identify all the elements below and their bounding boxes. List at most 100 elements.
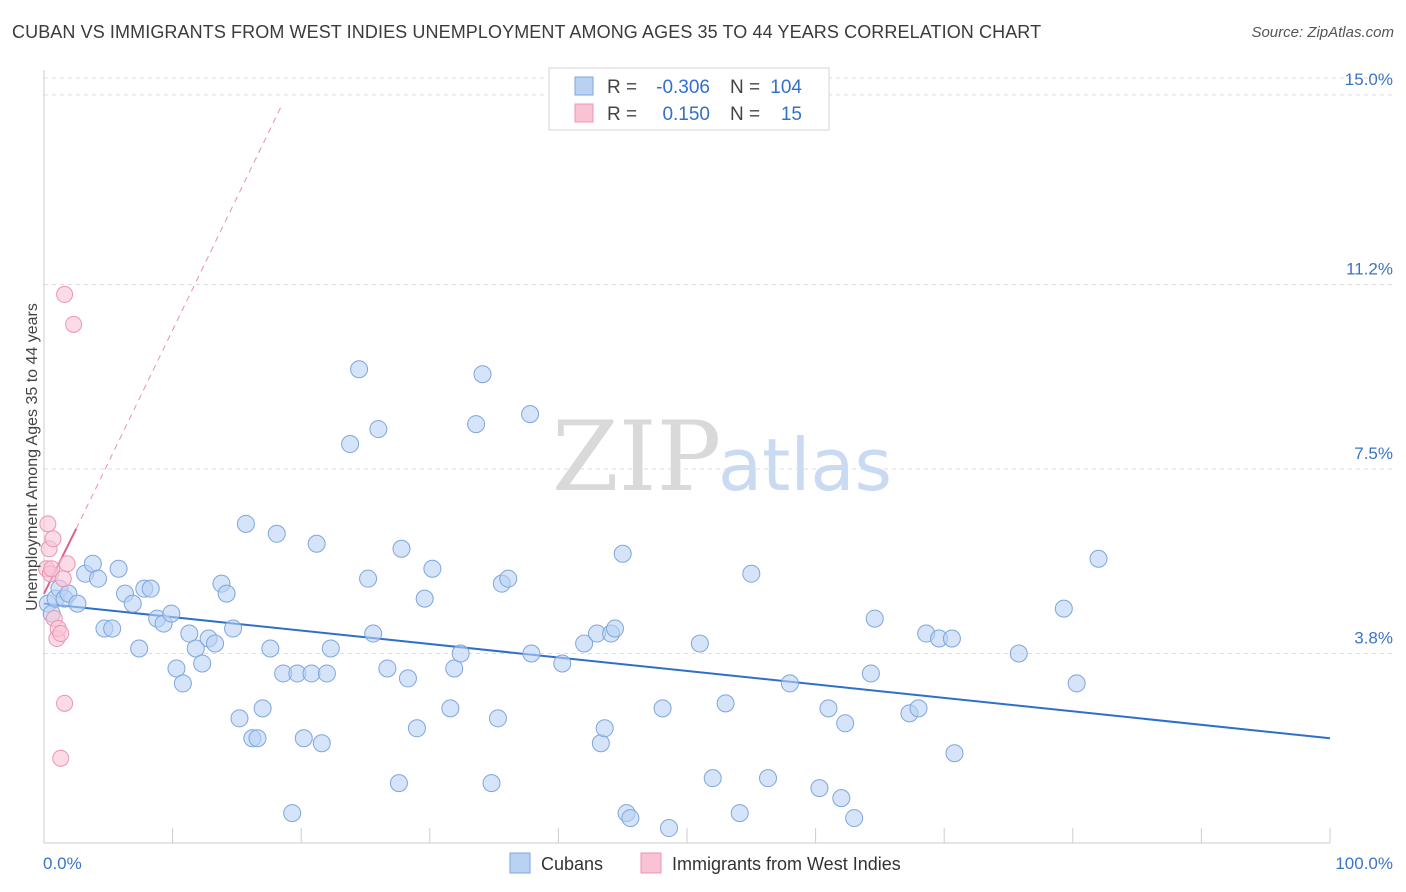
cubans-point (321, 639, 340, 658)
stats-swatch-west-indies (574, 103, 594, 123)
y-tick-label: 15.0% (1345, 70, 1393, 89)
cubans-point (253, 699, 272, 718)
legend-label-cubans: Cubans (541, 854, 603, 874)
cubans-point (186, 639, 205, 658)
x-tick-label-max: 100.0% (1335, 854, 1393, 873)
x-tick-label-min: 0.0% (43, 854, 82, 873)
chart-title: CUBAN VS IMMIGRANTS FROM WEST INDIES UNE… (12, 22, 1042, 42)
west-indies-point (58, 555, 76, 573)
cubans-point (123, 594, 142, 613)
cubans-point (294, 729, 313, 748)
legend: Cubans Immigrants from West Indies (509, 852, 901, 874)
cubans-point (742, 564, 761, 583)
cubans-point (836, 714, 855, 733)
cubans-point (398, 669, 417, 688)
cubans-point (865, 609, 884, 628)
cubans-point (317, 664, 336, 683)
west-indies-point (65, 315, 83, 333)
y-tick-label: 3.8% (1354, 628, 1393, 647)
cubans-point (206, 634, 225, 653)
cubans-point (819, 699, 838, 718)
cubans-point (283, 804, 302, 823)
cubans-point (467, 415, 486, 434)
cubans-point (522, 644, 541, 663)
cubans-point (1009, 644, 1028, 663)
stats-n-value-west-indies: 15 (781, 104, 802, 125)
cubans-point (392, 539, 411, 558)
west-indies-point (44, 530, 62, 548)
stats-n-label-west-indies: N = (730, 104, 760, 125)
cubans-point (575, 634, 594, 653)
gridlines (44, 77, 1393, 654)
y-tick-labels: 3.8% 7.5% 11.2% 15.0% (1345, 70, 1393, 648)
source-credit: Source: ZipAtlas.com (1251, 24, 1394, 41)
cubans-point (389, 774, 408, 793)
cubans-points (38, 360, 1108, 838)
cubans-point (845, 809, 864, 828)
cubans-point (482, 774, 501, 793)
cubans-point (445, 659, 464, 678)
cubans-point (162, 604, 181, 623)
cubans-point (653, 699, 672, 718)
west-indies-point (43, 560, 61, 578)
stats-box-frame (548, 67, 830, 131)
cubans-point (261, 639, 280, 658)
cubans-point (591, 734, 610, 753)
cubans-point (83, 554, 102, 573)
cubans-point (1089, 549, 1108, 568)
stats-r-value-west-indies: 0.150 (662, 104, 710, 125)
cubans-point (810, 779, 829, 798)
stats-r-label-west-indies: R = (607, 104, 637, 125)
x-ticks (43, 828, 1331, 843)
watermark-zip: ZIP (552, 401, 721, 513)
cubans-point (267, 524, 286, 543)
cubans-point (595, 719, 614, 738)
west-indies-point (54, 570, 72, 588)
cubans-point (109, 559, 128, 578)
cubans-point (407, 719, 426, 738)
west-indies-points (38, 285, 83, 767)
cubans-point (224, 619, 243, 638)
cubans-point (703, 769, 722, 788)
cubans-point (659, 819, 678, 838)
cubans-point (621, 809, 640, 828)
stats-n-value-cubans: 104 (770, 77, 802, 98)
cubans-point (780, 674, 799, 693)
cubans-point (302, 664, 321, 683)
cubans-point (89, 569, 108, 588)
west-indies-point (56, 285, 74, 303)
cubans-point (193, 654, 212, 673)
cubans-point (230, 709, 249, 728)
cubans-point (364, 624, 383, 643)
cubans-point (130, 639, 149, 658)
cubans-point (378, 659, 397, 678)
cubans-point (1054, 599, 1073, 618)
west-indies-point (56, 694, 74, 712)
cubans-point (499, 569, 518, 588)
cubans-point (521, 405, 540, 424)
cubans-point (141, 579, 160, 598)
stats-n-label-cubans: N = (730, 77, 760, 98)
cubans-point (488, 709, 507, 728)
cubans-point (103, 619, 122, 638)
y-axis-title: Unemployment Among Ages 35 to 44 years (24, 303, 41, 611)
cubans-point (341, 435, 360, 454)
cubans-point (236, 514, 255, 533)
cubans-point (942, 629, 961, 648)
cubans-point (945, 744, 964, 763)
cubans-point (248, 729, 267, 748)
cubans-point (832, 789, 851, 808)
cubans-point (690, 634, 709, 653)
cubans-point (68, 594, 87, 613)
cubans-point (730, 804, 749, 823)
cubans-point (217, 584, 236, 603)
cubans-point (473, 365, 492, 384)
cubans-point (605, 619, 624, 638)
y-tick-label: 11.2% (1346, 259, 1393, 278)
watermark: ZIP atlas (552, 401, 892, 513)
y-tick-label: 7.5% (1354, 444, 1393, 463)
cubans-point (716, 694, 735, 713)
cubans-point (759, 769, 778, 788)
legend-label-west-indies: Immigrants from West Indies (672, 854, 901, 874)
